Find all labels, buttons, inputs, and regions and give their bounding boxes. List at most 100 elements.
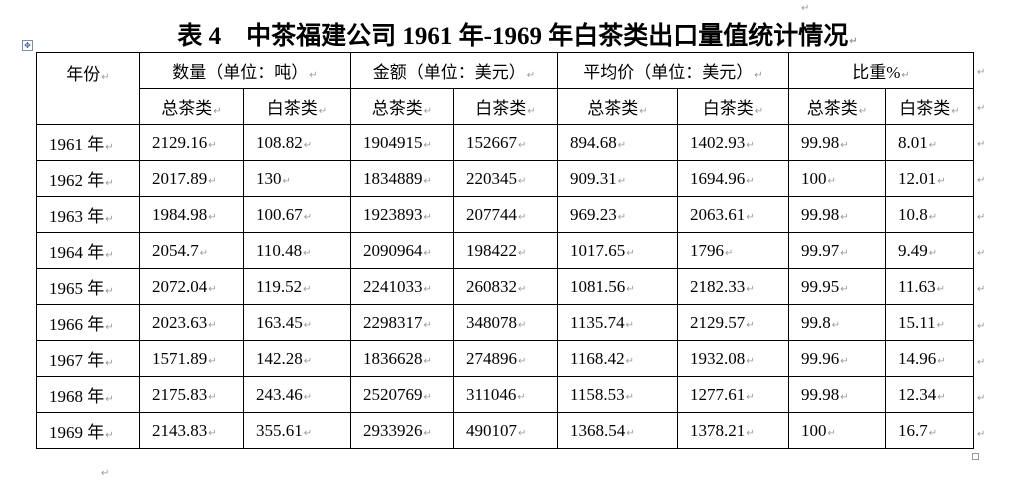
value-cell: 2933926 <box>350 412 454 449</box>
row-end-mark <box>976 388 985 406</box>
value-cell: 2129.16 <box>139 124 244 161</box>
row-end-mark <box>976 134 985 152</box>
value-cell: 1158.53 <box>557 376 678 413</box>
row-end-mark <box>976 352 985 370</box>
year-cell: 1963 年 <box>36 196 140 233</box>
value-cell: 2063.61 <box>677 196 789 233</box>
value-cell: 1168.42 <box>557 340 678 377</box>
row-end-mark <box>976 62 985 80</box>
value-cell: 207744 <box>453 196 558 233</box>
value-cell: 8.01 <box>885 124 974 161</box>
value-cell: 1378.21 <box>677 412 789 449</box>
value-cell: 119.52 <box>243 268 351 305</box>
subheader-cell: 总茶类 <box>557 88 678 125</box>
subheader-cell: 总茶类 <box>350 88 454 125</box>
value-cell: 894.68 <box>557 124 678 161</box>
row-end-mark <box>976 98 985 116</box>
value-cell: 2023.63 <box>139 304 244 341</box>
value-cell: 11.63 <box>885 268 974 305</box>
subheader-cell: 总茶类 <box>788 88 886 125</box>
value-cell: 99.97 <box>788 232 886 269</box>
value-cell: 99.98 <box>788 376 886 413</box>
value-cell: 130 <box>243 160 351 197</box>
value-cell: 198422 <box>453 232 558 269</box>
year-cell: 1964 年 <box>36 232 140 269</box>
value-cell: 108.82 <box>243 124 351 161</box>
row-end-mark <box>976 243 985 261</box>
value-cell: 1836628 <box>350 340 454 377</box>
value-cell: 99.98 <box>788 124 886 161</box>
value-cell: 2072.04 <box>139 268 244 305</box>
value-cell: 163.45 <box>243 304 351 341</box>
year-cell: 1968 年 <box>36 376 140 413</box>
table-row: 1964 年2054.7110.4820909641984221017.6517… <box>36 232 974 269</box>
value-cell: 2017.89 <box>139 160 244 197</box>
year-cell: 1962 年 <box>36 160 140 197</box>
value-cell: 1984.98 <box>139 196 244 233</box>
value-cell: 100 <box>788 412 886 449</box>
value-cell: 1277.61 <box>677 376 789 413</box>
value-cell: 2520769 <box>350 376 454 413</box>
year-cell: 1966 年 <box>36 304 140 341</box>
value-cell: 1571.89 <box>139 340 244 377</box>
value-cell: 2143.83 <box>139 412 244 449</box>
value-cell: 110.48 <box>243 232 351 269</box>
value-cell: 100 <box>788 160 886 197</box>
year-cell: 1965 年 <box>36 268 140 305</box>
value-cell: 2241033 <box>350 268 454 305</box>
row-end-mark <box>976 170 985 188</box>
header-avg-price: 平均价（单位：美元） <box>557 52 789 89</box>
value-cell: 1796 <box>677 232 789 269</box>
value-cell: 152667 <box>453 124 558 161</box>
value-cell: 1904915 <box>350 124 454 161</box>
value-cell: 1017.65 <box>557 232 678 269</box>
value-cell: 2129.57 <box>677 304 789 341</box>
value-cell: 1368.54 <box>557 412 678 449</box>
table-resize-handle[interactable] <box>972 453 979 460</box>
value-cell: 1923893 <box>350 196 454 233</box>
year-cell: 1967 年 <box>36 340 140 377</box>
value-cell: 1135.74 <box>557 304 678 341</box>
table-row: 1968 年2175.83243.4625207693110461158.531… <box>36 376 974 413</box>
table-row: 1967 年1571.89142.2818366282748961168.42 1… <box>36 340 974 377</box>
table-row: 1961 年2129.16108.821904915152667894.6814… <box>36 124 974 161</box>
subheader-cell: 白茶类 <box>243 88 351 125</box>
value-cell: 1081.56 <box>557 268 678 305</box>
subheader-cell: 总茶类 <box>139 88 244 125</box>
value-cell: 243.46 <box>243 376 351 413</box>
row-end-mark <box>976 316 985 334</box>
value-cell: 16.7 <box>885 412 974 449</box>
row-end-mark <box>976 424 985 442</box>
table-caption: 表 4 中茶福建公司 1961 年-1969 年白茶类出口量值统计情况 <box>0 16 1013 52</box>
value-cell: 2298317 <box>350 304 454 341</box>
row-end-mark <box>976 207 985 225</box>
header-row: 年份 数量（单位：吨） 金额（单位：美元） 平均价（单位：美元） 比重% <box>36 52 974 125</box>
value-cell: 274896 <box>453 340 558 377</box>
value-cell: 99.98 <box>788 196 886 233</box>
value-cell: 1694.96 <box>677 160 789 197</box>
year-cell: 1961 年 <box>36 124 140 161</box>
row-end-mark <box>976 279 985 297</box>
subheader-cell: 白茶类 <box>453 88 558 125</box>
subheader-cell: 白茶类 <box>677 88 789 125</box>
export-statistics-table: 年份 数量（单位：吨） 金额（单位：美元） 平均价（单位：美元） 比重% 总茶类… <box>36 52 974 449</box>
value-cell: 969.23 <box>557 196 678 233</box>
value-cell: 15.11 <box>885 304 974 341</box>
value-cell: 99.96 <box>788 340 886 377</box>
value-cell: 12.34 <box>885 376 974 413</box>
value-cell: 9.49 <box>885 232 974 269</box>
paragraph-mark <box>100 463 109 481</box>
value-cell: 490107 <box>453 412 558 449</box>
value-cell: 2054.7 <box>139 232 244 269</box>
value-cell: 99.95 <box>788 268 886 305</box>
value-cell: 142.28 <box>243 340 351 377</box>
value-cell: 260832 <box>453 268 558 305</box>
table-row: 1962 年2017.891301834889220345909.311694.… <box>36 160 974 197</box>
header-amount: 金额（单位：美元） <box>350 52 558 89</box>
header-share: 比重% <box>788 52 974 89</box>
value-cell: 99.8 <box>788 304 886 341</box>
table-move-handle-icon[interactable]: ✥ <box>22 40 33 51</box>
value-cell: 14.96 <box>885 340 974 377</box>
table-row: 1963 年1984.98100.671923893207744969.2320… <box>36 196 974 233</box>
header-year: 年份 <box>36 52 140 125</box>
